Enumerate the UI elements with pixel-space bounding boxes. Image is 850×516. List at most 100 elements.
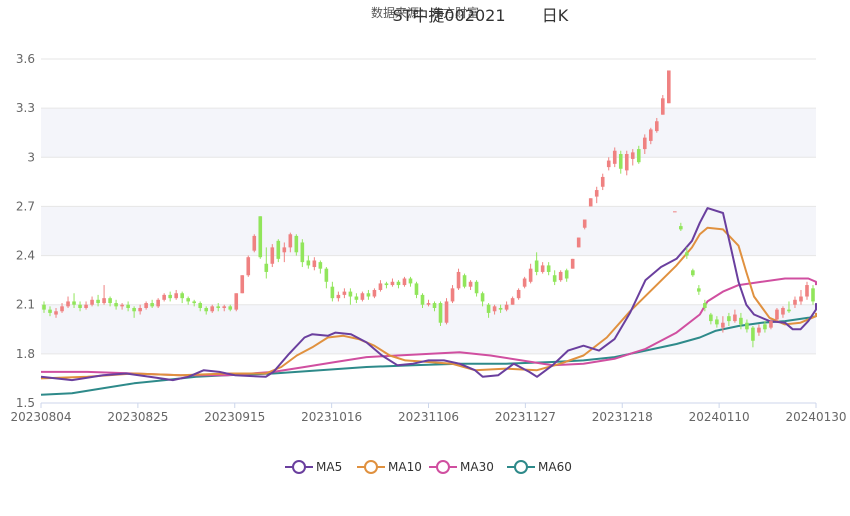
- candle-body: [733, 314, 737, 322]
- candle-body: [204, 307, 209, 312]
- candle-body: [546, 265, 551, 272]
- candle: [78, 301, 82, 312]
- candle: [438, 301, 443, 327]
- candle-body: [721, 322, 725, 328]
- ma10-line: [40, 226, 817, 380]
- legend-marker: [292, 460, 306, 474]
- candle: [168, 291, 172, 302]
- plot-band: [41, 108, 816, 158]
- candle: [342, 288, 347, 299]
- candle: [306, 255, 311, 269]
- candle: [156, 298, 160, 308]
- candle: [198, 301, 203, 312]
- candle: [564, 268, 569, 282]
- candle-body: [600, 176, 605, 187]
- candle-body: [396, 281, 401, 286]
- candle: [162, 293, 166, 302]
- plot-band: [41, 206, 816, 256]
- candle-body: [348, 291, 353, 297]
- candle: [721, 316, 725, 333]
- candle-body: [811, 288, 815, 302]
- candle-body: [240, 275, 245, 294]
- candle: [582, 219, 587, 230]
- candle: [192, 299, 196, 307]
- candle-body: [799, 296, 803, 302]
- candle: [186, 296, 190, 305]
- candle: [102, 285, 106, 305]
- legend-item-ma30[interactable]: MA30: [429, 460, 494, 474]
- candle: [697, 285, 701, 295]
- candle: [558, 270, 563, 282]
- candle: [414, 281, 419, 299]
- candle-body: [420, 294, 425, 305]
- plot-bands: [41, 108, 816, 354]
- candle: [673, 211, 677, 213]
- candle-body: [450, 288, 455, 302]
- candle-body: [174, 293, 178, 299]
- candle: [318, 260, 323, 274]
- candle: [757, 324, 761, 336]
- candle-body: [414, 283, 419, 295]
- candle: [180, 291, 184, 304]
- candle: [528, 263, 533, 284]
- candle: [252, 234, 257, 253]
- candle-body: [570, 258, 575, 269]
- candle-body: [739, 317, 743, 325]
- candle-body: [282, 247, 287, 253]
- candle: [396, 280, 401, 289]
- y-axis: 1.5 1.8 2.1 2.4 2.7 3 3.3 3.6: [16, 52, 35, 410]
- candle: [576, 237, 581, 248]
- candle: [775, 307, 779, 322]
- candle: [715, 316, 719, 328]
- candle: [354, 293, 359, 304]
- candle: [324, 267, 329, 289]
- legend-item-ma10[interactable]: MA10: [357, 460, 422, 474]
- candle: [739, 312, 743, 330]
- candle: [799, 289, 803, 305]
- candle-body: [180, 293, 184, 299]
- legend-item-ma60[interactable]: MA60: [507, 460, 572, 474]
- chart-title-suffix: 日K: [542, 6, 569, 25]
- candle: [66, 296, 70, 308]
- candle-body: [108, 298, 112, 304]
- candle-body: [162, 294, 166, 300]
- candle-body: [757, 327, 761, 333]
- candle: [546, 262, 551, 276]
- x-tick-label: 20231127: [495, 410, 556, 424]
- legend-item-ma5[interactable]: MA5: [285, 460, 342, 474]
- candle-body: [306, 260, 311, 266]
- candle: [661, 95, 665, 115]
- candle-body: [150, 303, 154, 307]
- candle: [132, 306, 136, 318]
- candle-body: [54, 311, 58, 315]
- candle: [264, 247, 269, 279]
- candle-body: [288, 234, 293, 248]
- candle: [282, 242, 287, 263]
- candle-body: [679, 226, 683, 230]
- candle-body: [60, 306, 64, 312]
- candle: [150, 299, 154, 308]
- x-tick-label: 20240130: [785, 410, 846, 424]
- candle-body: [540, 265, 545, 272]
- candle-body: [360, 293, 365, 300]
- candle: [636, 145, 641, 164]
- candle: [426, 299, 431, 307]
- candle-body: [438, 303, 443, 323]
- candle: [498, 304, 503, 313]
- candle: [408, 276, 413, 287]
- candle: [486, 303, 491, 318]
- candle-body: [156, 299, 160, 307]
- candle: [462, 273, 467, 289]
- candle: [210, 304, 215, 313]
- candle-body: [228, 306, 233, 310]
- candle: [240, 275, 245, 294]
- candle: [510, 296, 515, 305]
- candle-body: [685, 252, 689, 256]
- candle-body: [318, 262, 323, 269]
- candle-body: [222, 306, 227, 308]
- candle: [48, 306, 52, 317]
- candle-body: [234, 293, 239, 310]
- candle-body: [727, 316, 731, 322]
- candle-body: [324, 268, 329, 282]
- legend: MA5 MA10 MA30 MA60: [285, 460, 572, 474]
